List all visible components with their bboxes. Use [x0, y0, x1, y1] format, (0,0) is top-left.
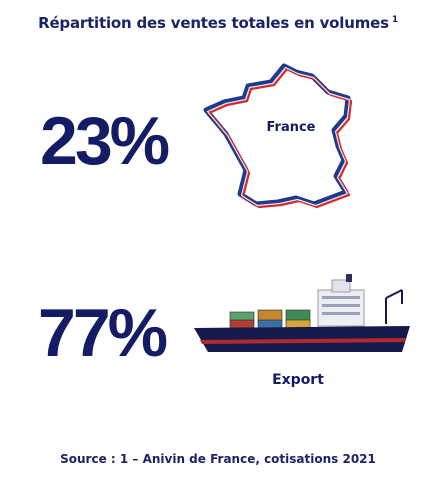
source-note: Source : 1 – Anivin de France, cotisatio… — [60, 452, 376, 466]
export-label: Export — [272, 372, 324, 388]
france-map-icon — [203, 63, 353, 209]
france-label: France — [266, 120, 316, 135]
chart-title: Répartition des ventes totales en volume… — [0, 14, 436, 32]
title-footnote: 1 — [391, 15, 398, 25]
france-percentage: 23% — [40, 103, 170, 179]
title-text: Répartition des ventes totales en volume… — [38, 14, 389, 32]
export-percentage: 77% — [38, 295, 168, 371]
cargo-ship-icon — [194, 274, 410, 352]
